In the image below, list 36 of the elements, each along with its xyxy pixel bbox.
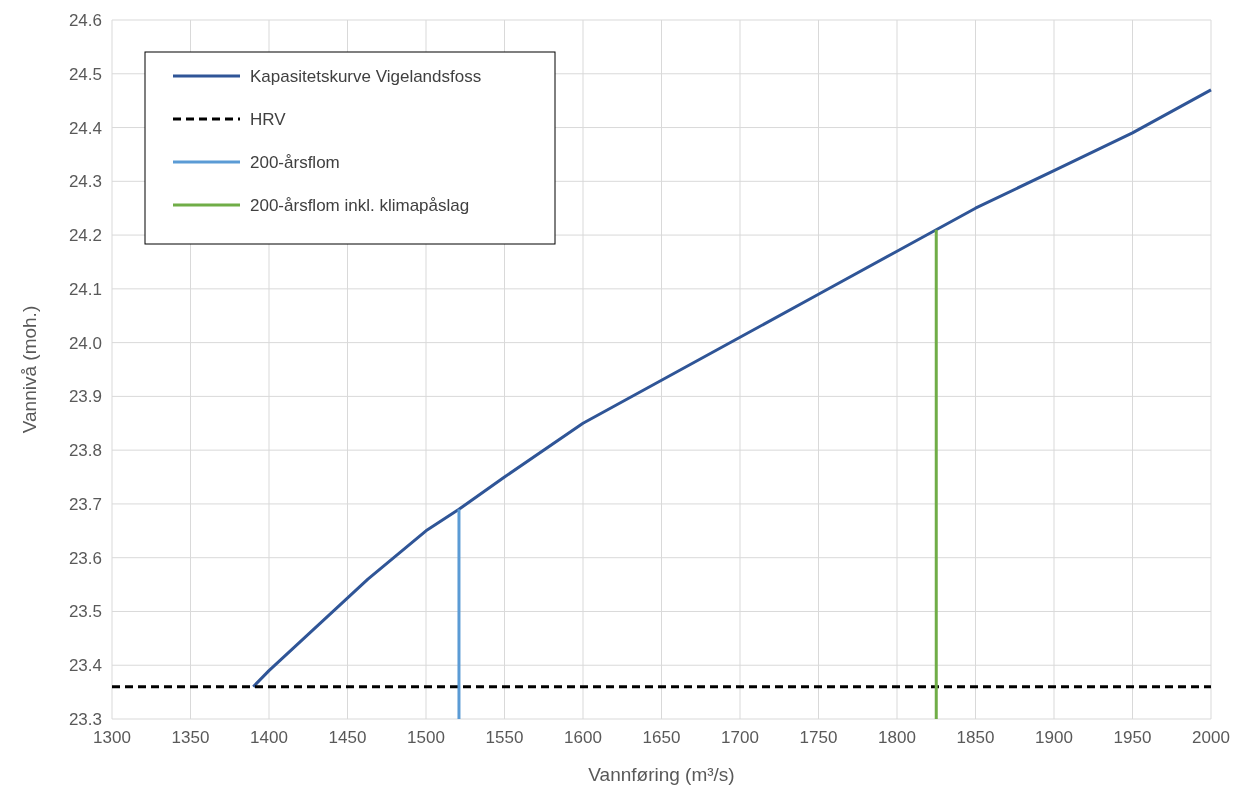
y-tick-label: 23.9 bbox=[68, 387, 102, 407]
line-series bbox=[251, 88, 1213, 689]
x-tick-label: 1700 bbox=[721, 728, 759, 747]
y-tick-label: 24.6 bbox=[68, 11, 102, 30]
x-tick-label: 1900 bbox=[1035, 728, 1073, 747]
y-tick-label: 23.4 bbox=[68, 656, 102, 676]
x-tick-label: 1300 bbox=[93, 728, 131, 747]
x-tick-label: 1750 bbox=[799, 728, 838, 747]
x-tick-label: 1600 bbox=[564, 728, 602, 747]
legend-label: HRV bbox=[250, 110, 287, 129]
x-tick-label: 1350 bbox=[171, 728, 210, 747]
y-axis-title: Vannivå (moh.) bbox=[19, 305, 40, 434]
legend-label: 200-årsflom bbox=[250, 153, 340, 172]
x-tick-label: 2000 bbox=[1192, 728, 1230, 747]
y-tick-label: 23.7 bbox=[68, 494, 102, 514]
y-tick-label: 24.2 bbox=[68, 226, 102, 246]
y-tick-label: 23.6 bbox=[68, 548, 102, 568]
y-tick-label: 24.4 bbox=[68, 118, 102, 138]
legend-label: 200-årsflom inkl. klimapåslag bbox=[250, 196, 470, 215]
y-tick-label: 24.1 bbox=[68, 279, 102, 299]
x-tick-label: 1450 bbox=[328, 728, 367, 747]
y-tick-label: 23.8 bbox=[68, 441, 102, 461]
x-axis-title: Vannføring (m³/s) bbox=[588, 764, 735, 785]
x-tick-label: 1850 bbox=[956, 728, 995, 747]
y-tick-label: 23.3 bbox=[68, 710, 102, 729]
x-tick-label: 1500 bbox=[407, 728, 445, 747]
y-tick-label: 23.5 bbox=[68, 602, 102, 622]
y-tick-label: 24.5 bbox=[68, 64, 102, 84]
x-tick-label: 1950 bbox=[1113, 728, 1152, 747]
x-tick-label: 1800 bbox=[878, 728, 916, 747]
y-tick-label: 24.3 bbox=[68, 172, 102, 192]
x-tick-label: 1550 bbox=[485, 728, 524, 747]
legend-label: Kapasitetskurve Vigelandsfoss bbox=[250, 67, 482, 86]
y-tick-label: 24.0 bbox=[68, 333, 102, 353]
x-tick-label: 1400 bbox=[250, 728, 288, 747]
x-tick-label: 1650 bbox=[642, 728, 681, 747]
